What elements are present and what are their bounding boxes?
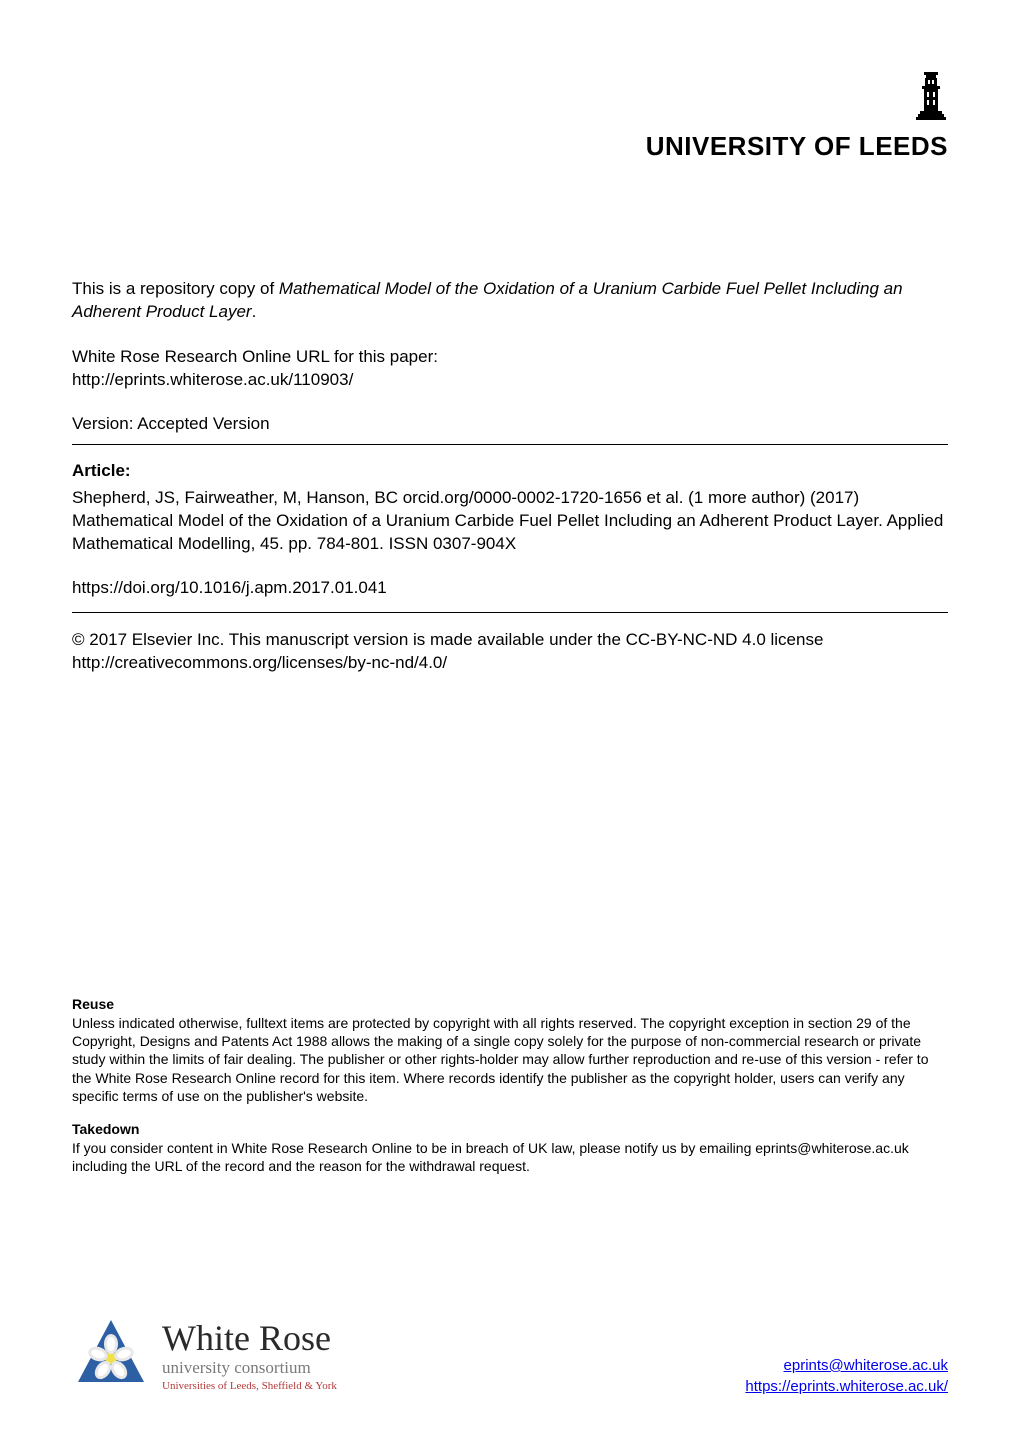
footer: White Rose university consortium Univers… bbox=[72, 1314, 948, 1397]
white-rose-icon bbox=[72, 1314, 150, 1397]
url-block: White Rose Research Online URL for this … bbox=[72, 346, 948, 392]
takedown-body: If you consider content in White Rose Re… bbox=[72, 1139, 948, 1175]
url-label: White Rose Research Online URL for this … bbox=[72, 346, 948, 369]
intro-prefix: This is a repository copy of bbox=[72, 279, 279, 298]
license-text: © 2017 Elsevier Inc. This manuscript ver… bbox=[72, 629, 948, 675]
reuse-heading: Reuse bbox=[72, 996, 948, 1012]
footer-links: eprints@whiterose.ac.uk https://eprints.… bbox=[745, 1355, 948, 1397]
leeds-tower-icon bbox=[914, 72, 948, 125]
article-heading: Article: bbox=[72, 461, 948, 481]
article-citation: Shepherd, JS, Fairweather, M, Hanson, BC… bbox=[72, 487, 948, 556]
consortium-block: White Rose university consortium Univers… bbox=[72, 1314, 337, 1397]
consortium-subtitle: university consortium bbox=[162, 1358, 337, 1378]
consortium-universities: Universities of Leeds, Sheffield & York bbox=[162, 1380, 337, 1392]
version-line: Version: Accepted Version bbox=[72, 414, 948, 434]
footer-site-link[interactable]: https://eprints.whiterose.ac.uk/ bbox=[745, 1378, 948, 1395]
article-doi: https://doi.org/10.1016/j.apm.2017.01.04… bbox=[72, 578, 948, 598]
footer-email-link[interactable]: eprints@whiterose.ac.uk bbox=[784, 1357, 948, 1374]
consortium-name: White Rose bbox=[162, 1320, 337, 1356]
divider bbox=[72, 444, 948, 445]
reuse-body: Unless indicated otherwise, fulltext ite… bbox=[72, 1014, 948, 1105]
intro-suffix: . bbox=[252, 302, 257, 321]
repository-intro: This is a repository copy of Mathematica… bbox=[72, 278, 948, 324]
paper-url: http://eprints.whiterose.ac.uk/110903/ bbox=[72, 369, 948, 392]
takedown-heading: Takedown bbox=[72, 1121, 948, 1137]
institution-logo-block: UNIVERSITY OF LEEDS bbox=[646, 72, 948, 162]
divider bbox=[72, 612, 948, 613]
institution-name: UNIVERSITY OF LEEDS bbox=[646, 131, 948, 162]
